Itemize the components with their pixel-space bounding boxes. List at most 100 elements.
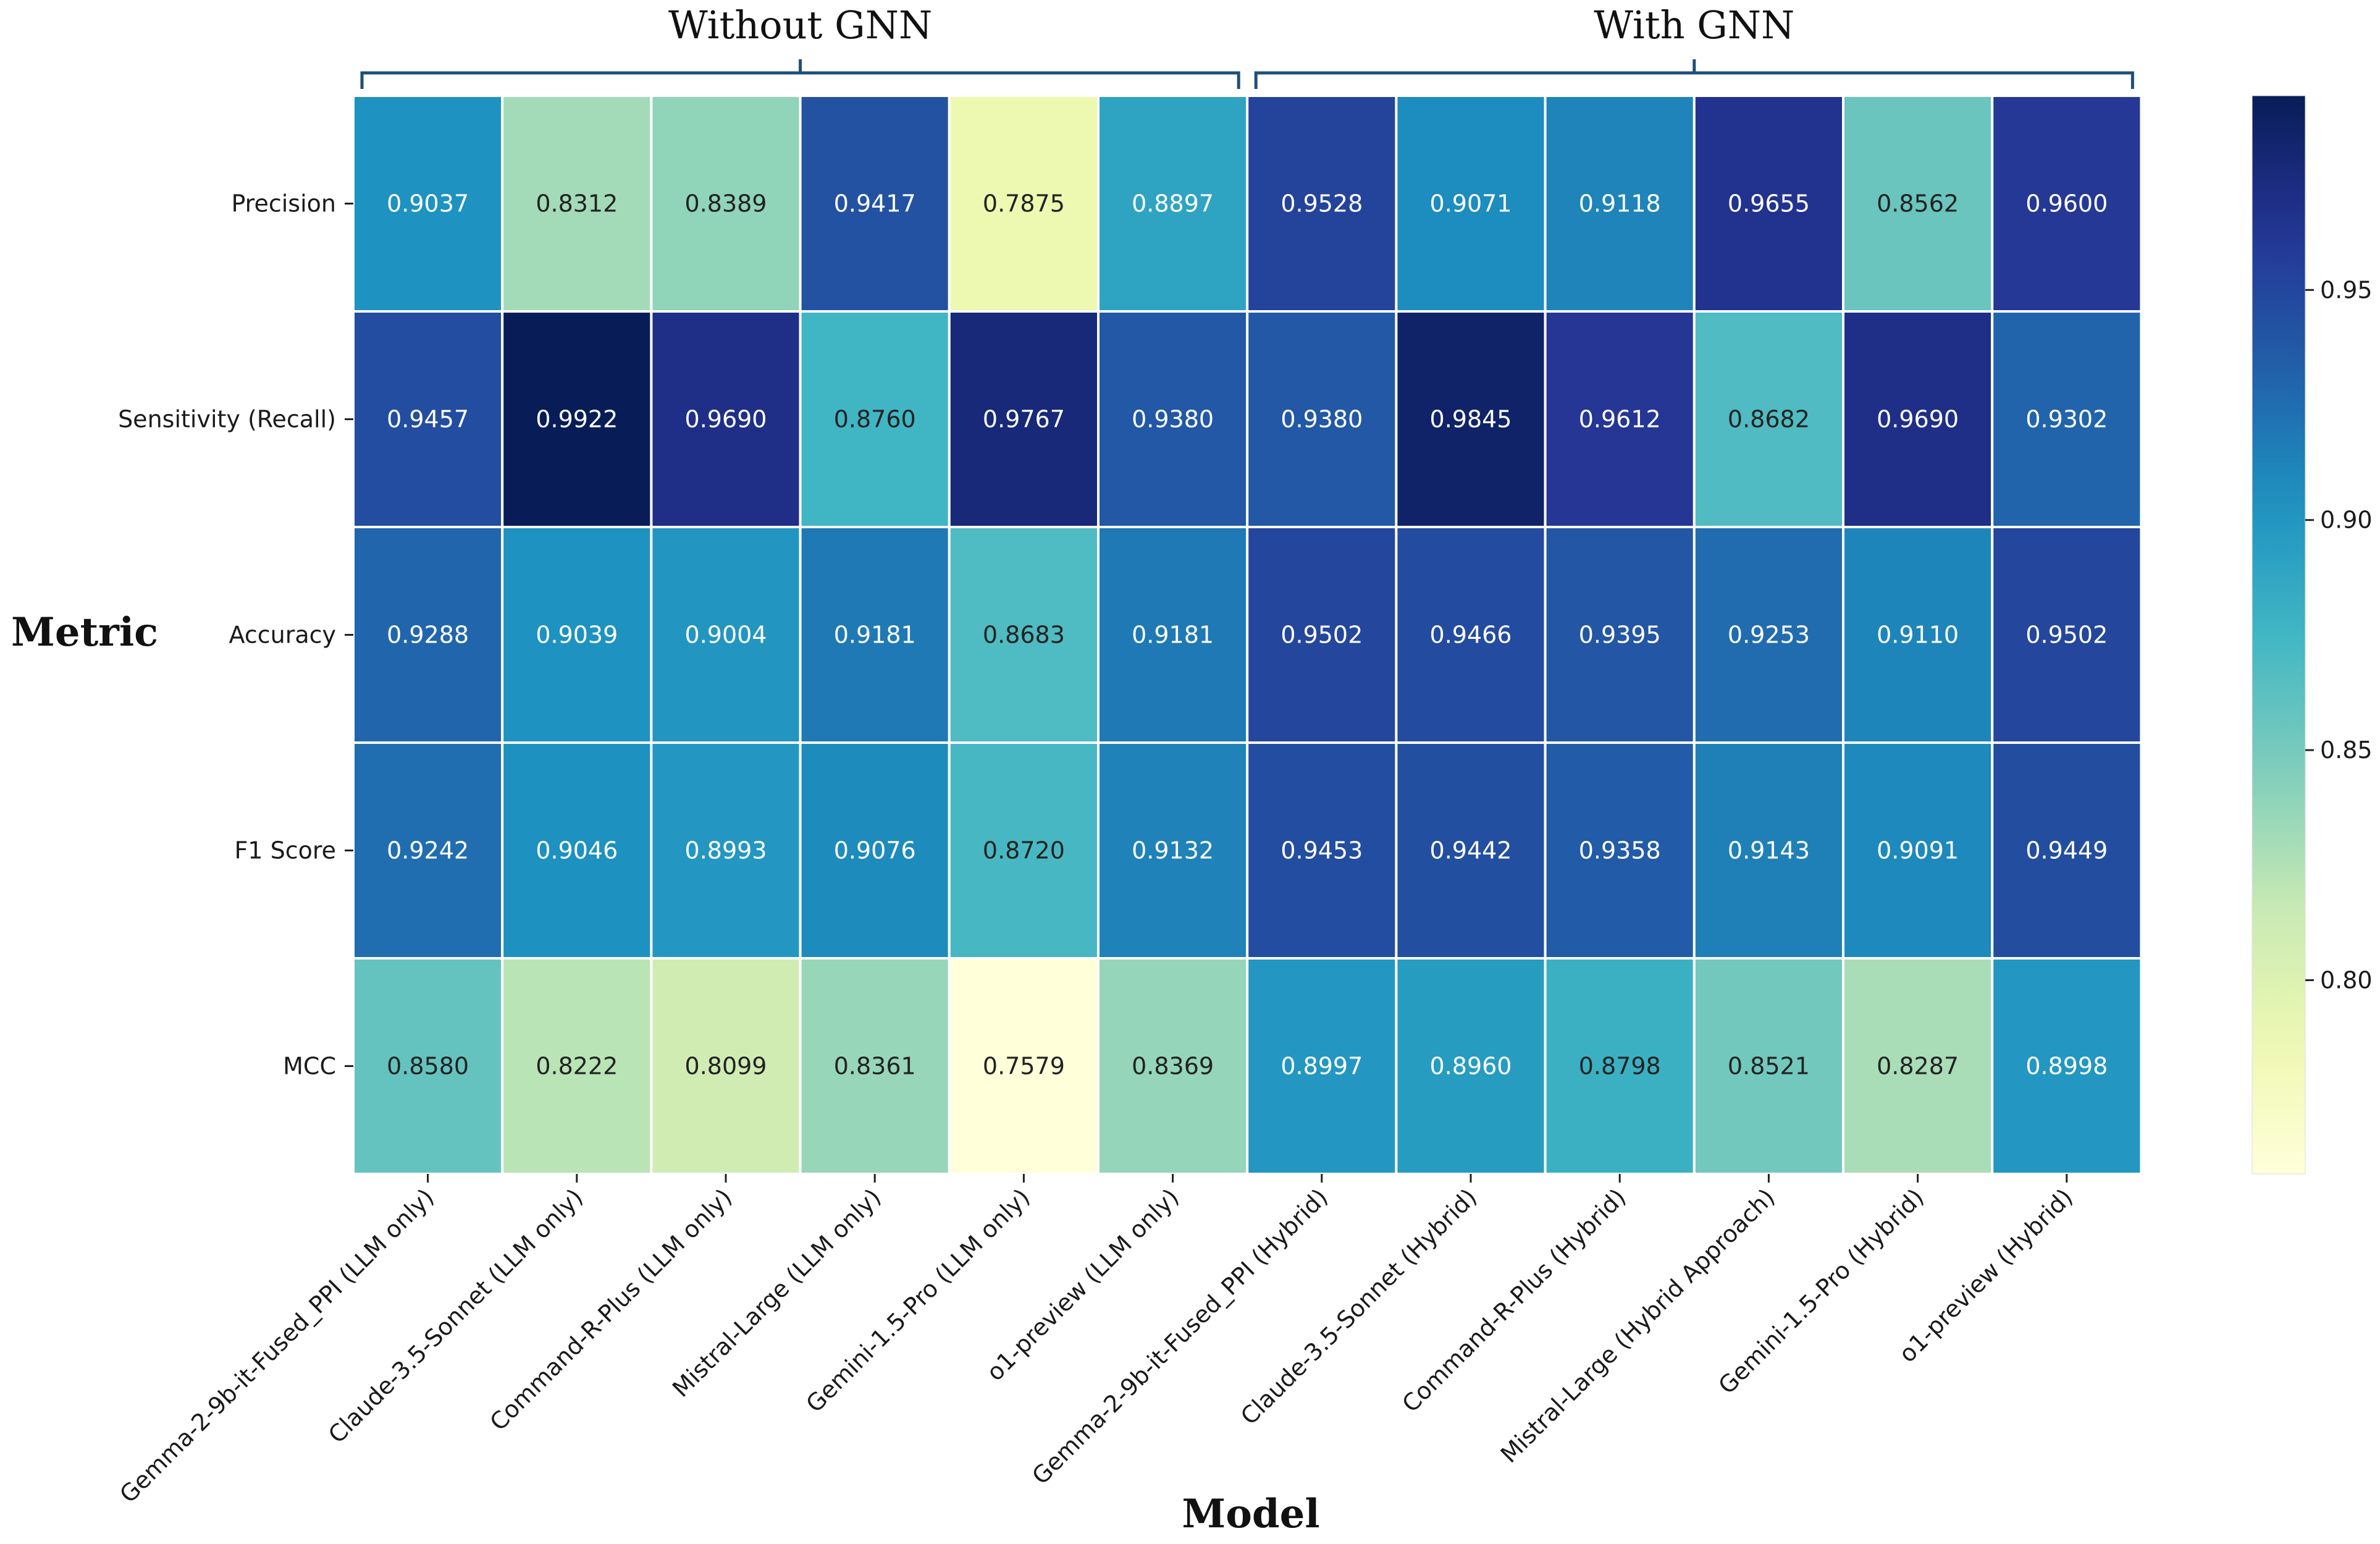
heatmap-cell: [1246, 741, 1398, 960]
x-tick-label: Gemma-2-9b-it-Fused_PPI (Hybrid): [1027, 1183, 1333, 1490]
colorbar-gradient: [2252, 95, 2306, 1175]
heatmap-cell: [650, 741, 802, 960]
heatmap-cell: [501, 95, 653, 313]
heatmap-cell: [948, 957, 1100, 1175]
cell-value-label: 0.8312: [536, 190, 618, 217]
cell-value-label: 0.9612: [1579, 406, 1661, 433]
heatmap-cell: [948, 526, 1100, 744]
cell-value-label: 0.7579: [983, 1053, 1065, 1080]
cell-value-label: 0.9071: [1430, 190, 1512, 217]
cell-value-label: 0.9181: [834, 622, 916, 649]
cell-value-label: 0.9181: [1132, 622, 1214, 649]
cell-value-label: 0.9442: [1430, 837, 1512, 864]
cell-value-label: 0.9253: [1728, 622, 1810, 649]
cell-value-label: 0.9466: [1430, 622, 1512, 649]
heatmap-cell: [1544, 741, 1696, 960]
cell-value-label: 0.9380: [1280, 406, 1363, 433]
x-axis-title: Model: [1182, 1491, 1319, 1537]
heatmap-cell: [1097, 957, 1249, 1175]
heatmap-cell: [1692, 310, 1845, 528]
group-bracket: [360, 59, 1240, 89]
y-axis-title: Metric: [11, 609, 158, 656]
cell-value-label: 0.8389: [685, 190, 767, 217]
heatmap-cell: [1395, 957, 1547, 1175]
cell-value-label: 0.8222: [536, 1053, 618, 1080]
cell-value-label: 0.9358: [1579, 837, 1661, 864]
cell-value-label: 0.9528: [1280, 190, 1363, 217]
cell-value-label: 0.9502: [1280, 622, 1363, 649]
heatmap-cell: [1991, 95, 2143, 313]
cell-value-label: 0.8998: [2025, 1053, 2108, 1080]
cell-value-label: 0.9767: [983, 406, 1065, 433]
cell-value-label: 0.8361: [834, 1053, 916, 1080]
cell-value-label: 0.8580: [387, 1053, 469, 1080]
heatmap-cell: [1097, 741, 1249, 960]
heatmap-cell: [352, 741, 504, 960]
x-tick-label: Claude-3.5-Sonnet (LLM only): [323, 1183, 588, 1448]
heatmap-cell: [650, 526, 802, 744]
colorbar-tick-label: 0.85: [2320, 736, 2373, 764]
cell-value-label: 0.8993: [685, 837, 767, 864]
cell-value-label: 0.9395: [1579, 622, 1661, 649]
cell-value-label: 0.8760: [834, 406, 916, 433]
group-label: Without GNN: [668, 2, 932, 48]
cell-value-label: 0.8960: [1430, 1053, 1512, 1080]
y-tick-label: F1 Score: [234, 837, 336, 864]
cell-value-label: 0.9132: [1132, 837, 1214, 864]
cell-value-label: 0.8682: [1728, 406, 1810, 433]
cell-value-label: 0.9118: [1579, 190, 1661, 217]
cell-value-label: 0.8099: [685, 1053, 767, 1080]
heatmap-cell: [799, 741, 951, 960]
cell-value-label: 0.9457: [387, 406, 469, 433]
y-tick-label: Precision: [231, 190, 336, 217]
colorbar-tick-label: 0.95: [2320, 276, 2373, 303]
cell-value-label: 0.9288: [387, 622, 469, 649]
y-axis-ticks: Precision Sensitivity (Recall) Accuracy F1 …: [118, 190, 353, 1080]
heatmap-cell: [1544, 310, 1696, 528]
cell-value-label: 0.9600: [2025, 190, 2108, 217]
x-tick-label: Claude-3.5-Sonnet (Hybrid): [1235, 1183, 1482, 1430]
heatmap-cell: [650, 95, 802, 313]
group-bracket: [1254, 59, 2134, 89]
cell-value-label: 0.9004: [685, 622, 767, 649]
heatmap-cell: [1842, 741, 1994, 960]
cell-value-label: 0.8683: [983, 622, 1065, 649]
heatmap-cell: [1842, 310, 1994, 528]
heatmap-cell: [650, 957, 802, 1175]
heatmap-cell: [1097, 95, 1249, 313]
cell-value-label: 0.9037: [387, 190, 469, 217]
cell-value-label: 0.8720: [983, 837, 1065, 864]
cell-value-label: 0.9690: [685, 406, 767, 433]
heatmap-cells: 0.9037 0.8312 0.8389 0.9417 0.7875 0.8897 0.95…: [352, 95, 2143, 1175]
group-label: With GNN: [1594, 2, 1794, 48]
heatmap-cell: [1692, 95, 1845, 313]
heatmap-cell: [799, 95, 951, 313]
cell-value-label: 0.9690: [1877, 406, 1959, 433]
cell-value-label: 0.9242: [387, 837, 469, 864]
cell-value-label: 0.9110: [1877, 622, 1959, 649]
colorbar: 0.80 0.85 0.90 0.95: [2252, 95, 2373, 1175]
cell-value-label: 0.9655: [1728, 190, 1810, 217]
cell-value-label: 0.9453: [1280, 837, 1363, 864]
heatmap-cell: [1991, 526, 2143, 744]
cell-value-label: 0.8287: [1877, 1053, 1959, 1080]
cell-value-label: 0.9076: [834, 837, 916, 864]
x-tick-label: Gemma-2-9b-it-Fused_PPI (LLM only): [114, 1183, 439, 1508]
heatmap-cell: [1395, 310, 1547, 528]
cell-value-label: 0.9845: [1430, 406, 1512, 433]
heatmap-cell: [501, 957, 653, 1175]
cell-value-label: 0.9302: [2025, 406, 2108, 433]
cell-value-label: 0.7875: [983, 190, 1065, 217]
heatmap-cell: [1246, 957, 1398, 1175]
x-tick-label: Command-R-Plus (LLM only): [484, 1183, 737, 1436]
heatmap-cell: [1692, 741, 1845, 960]
cell-value-label: 0.9502: [2025, 622, 2108, 649]
y-tick-label: Accuracy: [229, 622, 337, 649]
y-tick-label: MCC: [283, 1053, 336, 1080]
cell-value-label: 0.9922: [536, 406, 618, 433]
x-tick-label: Mistral-Large (Hybrid Approach): [1495, 1183, 1780, 1468]
heatmap-cell: [1991, 741, 2143, 960]
heatmap-cell: [1842, 526, 1994, 744]
colorbar-tick-label: 0.80: [2320, 966, 2373, 993]
